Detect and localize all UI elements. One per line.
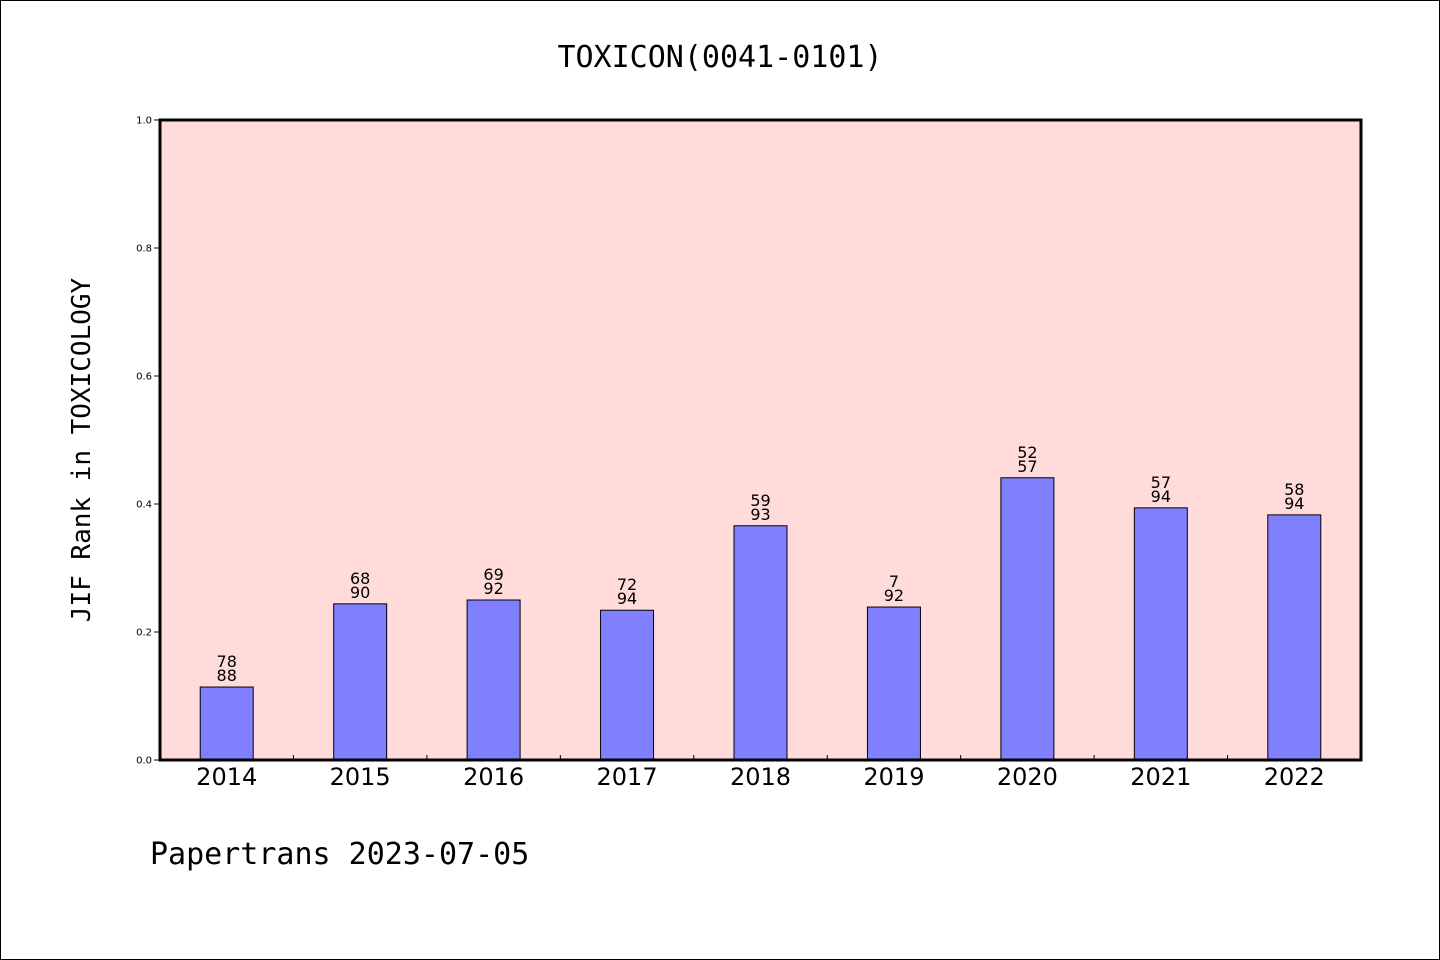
data-label-total: 92 xyxy=(483,579,503,598)
bar-2021 xyxy=(1133,507,1188,761)
data-label-total: 92 xyxy=(884,586,904,605)
data-label-total: 94 xyxy=(1151,487,1171,506)
x-tick-label: 2017 xyxy=(597,763,658,791)
data-label-rank: 58 xyxy=(1284,480,1304,499)
x-tick-label: 2020 xyxy=(997,763,1058,791)
x-tick-label: 2021 xyxy=(1130,763,1191,791)
x-tick-label: 2015 xyxy=(330,763,391,791)
y-tick-label: 0.6 xyxy=(136,372,152,383)
data-label-total: 93 xyxy=(750,505,770,524)
y-tick-label: 0.8 xyxy=(136,244,152,255)
data-label-rank: 52 xyxy=(1017,443,1037,462)
data-label-rank: 68 xyxy=(350,569,370,588)
data-label-total: 94 xyxy=(617,589,637,608)
bar-2018 xyxy=(733,525,788,761)
chart-title: TOXICON(0041-0101) xyxy=(557,40,882,75)
x-ticks-group: 2014 2015 2016 2017 2018 2019 2020 2021 2022 xyxy=(196,755,1325,791)
data-label-total: 57 xyxy=(1017,457,1037,476)
bar-2022 xyxy=(1267,514,1322,761)
y-tick-label: 0.0 xyxy=(136,756,152,767)
bar-2020 xyxy=(1000,477,1055,761)
bar-2014 xyxy=(199,686,254,761)
x-tick-label: 2016 xyxy=(463,763,524,791)
data-label-total: 94 xyxy=(1284,494,1304,513)
y-axis-label: JIF Rank in TOXICOLOGY xyxy=(67,277,97,622)
y-tick-label: 0.4 xyxy=(136,500,152,511)
y-ticks-group: 0.0 0.2 0.4 0.6 0.8 1.0 xyxy=(136,116,160,767)
data-label-total: 88 xyxy=(217,666,237,685)
data-label-rank: 7 xyxy=(889,572,899,591)
bar-2017 xyxy=(600,609,655,761)
x-tick-label: 2018 xyxy=(730,763,791,791)
data-label-rank: 69 xyxy=(483,565,503,584)
data-label-total: 90 xyxy=(350,583,370,602)
bars-group xyxy=(199,477,1322,761)
x-tick-label: 2019 xyxy=(863,763,924,791)
data-label-rank: 57 xyxy=(1151,473,1171,492)
bar-2019 xyxy=(866,606,921,761)
data-label-rank: 72 xyxy=(617,575,637,594)
y-tick-label: 1.0 xyxy=(136,116,152,127)
footer-text: Papertrans 2023-07-05 xyxy=(150,837,529,872)
y-tick-label: 0.2 xyxy=(136,628,152,639)
data-label-rank: 78 xyxy=(217,652,237,671)
data-label-rank: 59 xyxy=(750,491,770,510)
x-tick-label: 2022 xyxy=(1264,763,1325,791)
bar-2016 xyxy=(466,599,521,761)
plot-border xyxy=(158,118,1363,762)
bar-2015 xyxy=(333,603,388,761)
x-tick-label: 2014 xyxy=(196,763,257,791)
